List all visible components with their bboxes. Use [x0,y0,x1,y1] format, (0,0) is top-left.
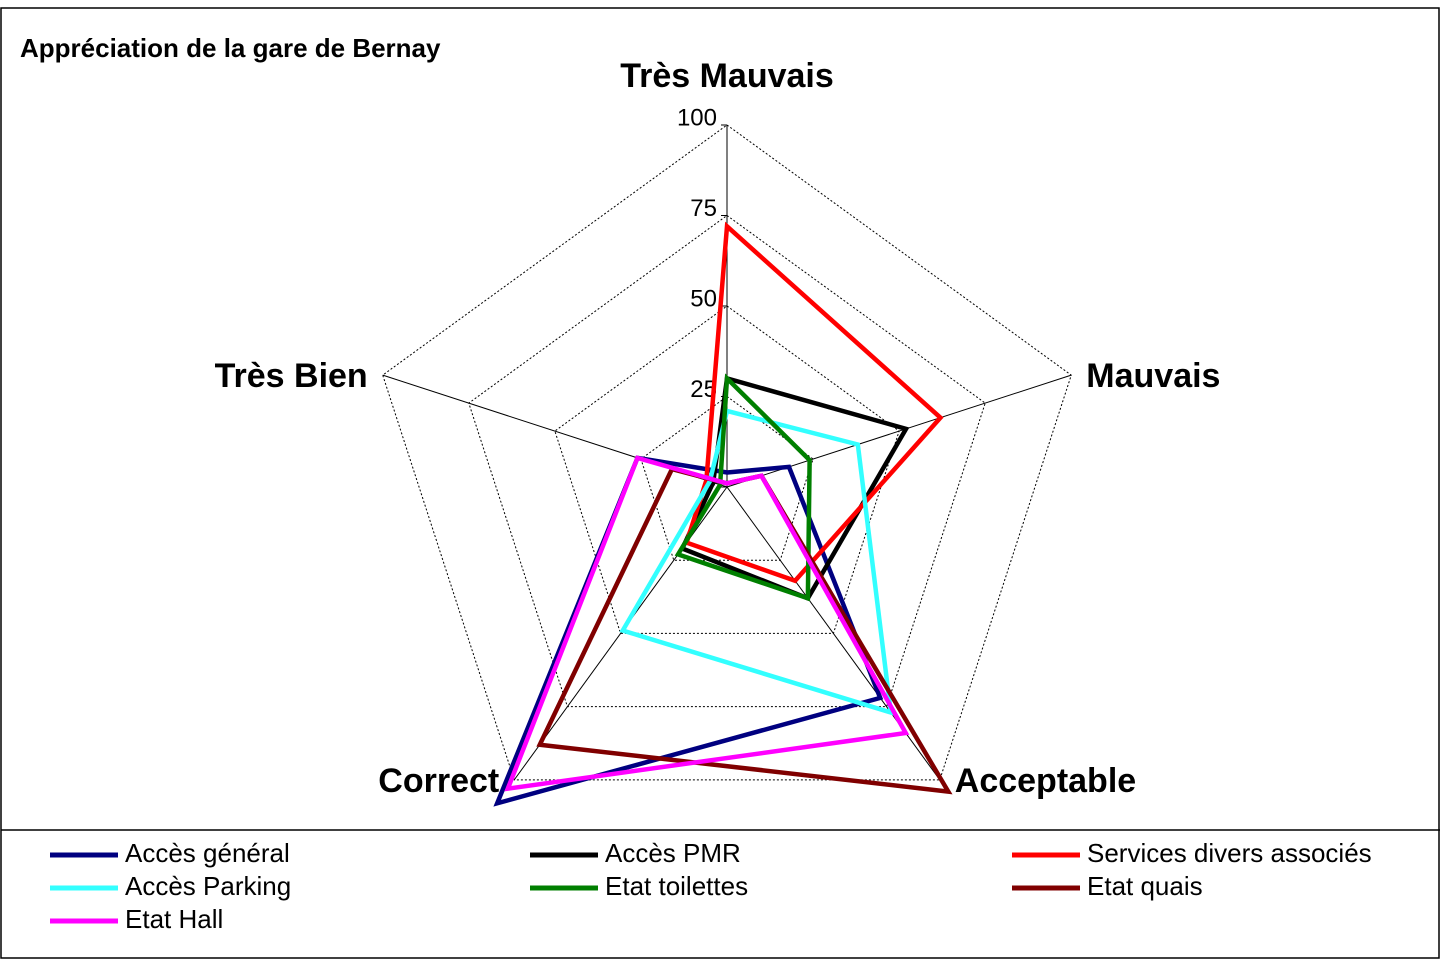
legend-label: Accès Parking [125,871,291,901]
axis-label: Très Mauvais [620,57,834,95]
axis-label: Mauvais [1086,357,1220,395]
axis-label: Correct [378,762,499,800]
legend-label: Etat toilettes [605,871,748,901]
tick-label: 50 [690,285,717,312]
tick-label: 75 [690,195,717,222]
chart-title: Appréciation de la gare de Bernay [20,33,441,63]
series-line [683,221,944,584]
tick-label: 100 [677,104,717,131]
series-line [674,373,812,602]
axis-label: Acceptable [955,762,1136,800]
legend-label: Accès PMR [605,838,741,868]
legend-label: Etat quais [1087,871,1203,901]
grid-ring [382,124,1072,781]
grid-ring [468,214,986,708]
legend-label: Etat Hall [125,904,223,934]
grid-ring [554,305,900,634]
axis-label: Très Bien [215,357,368,395]
legend-label: Services divers associés [1087,838,1372,868]
legend-label: Accès général [125,838,290,868]
series-line [619,408,894,716]
series-line [504,455,910,792]
